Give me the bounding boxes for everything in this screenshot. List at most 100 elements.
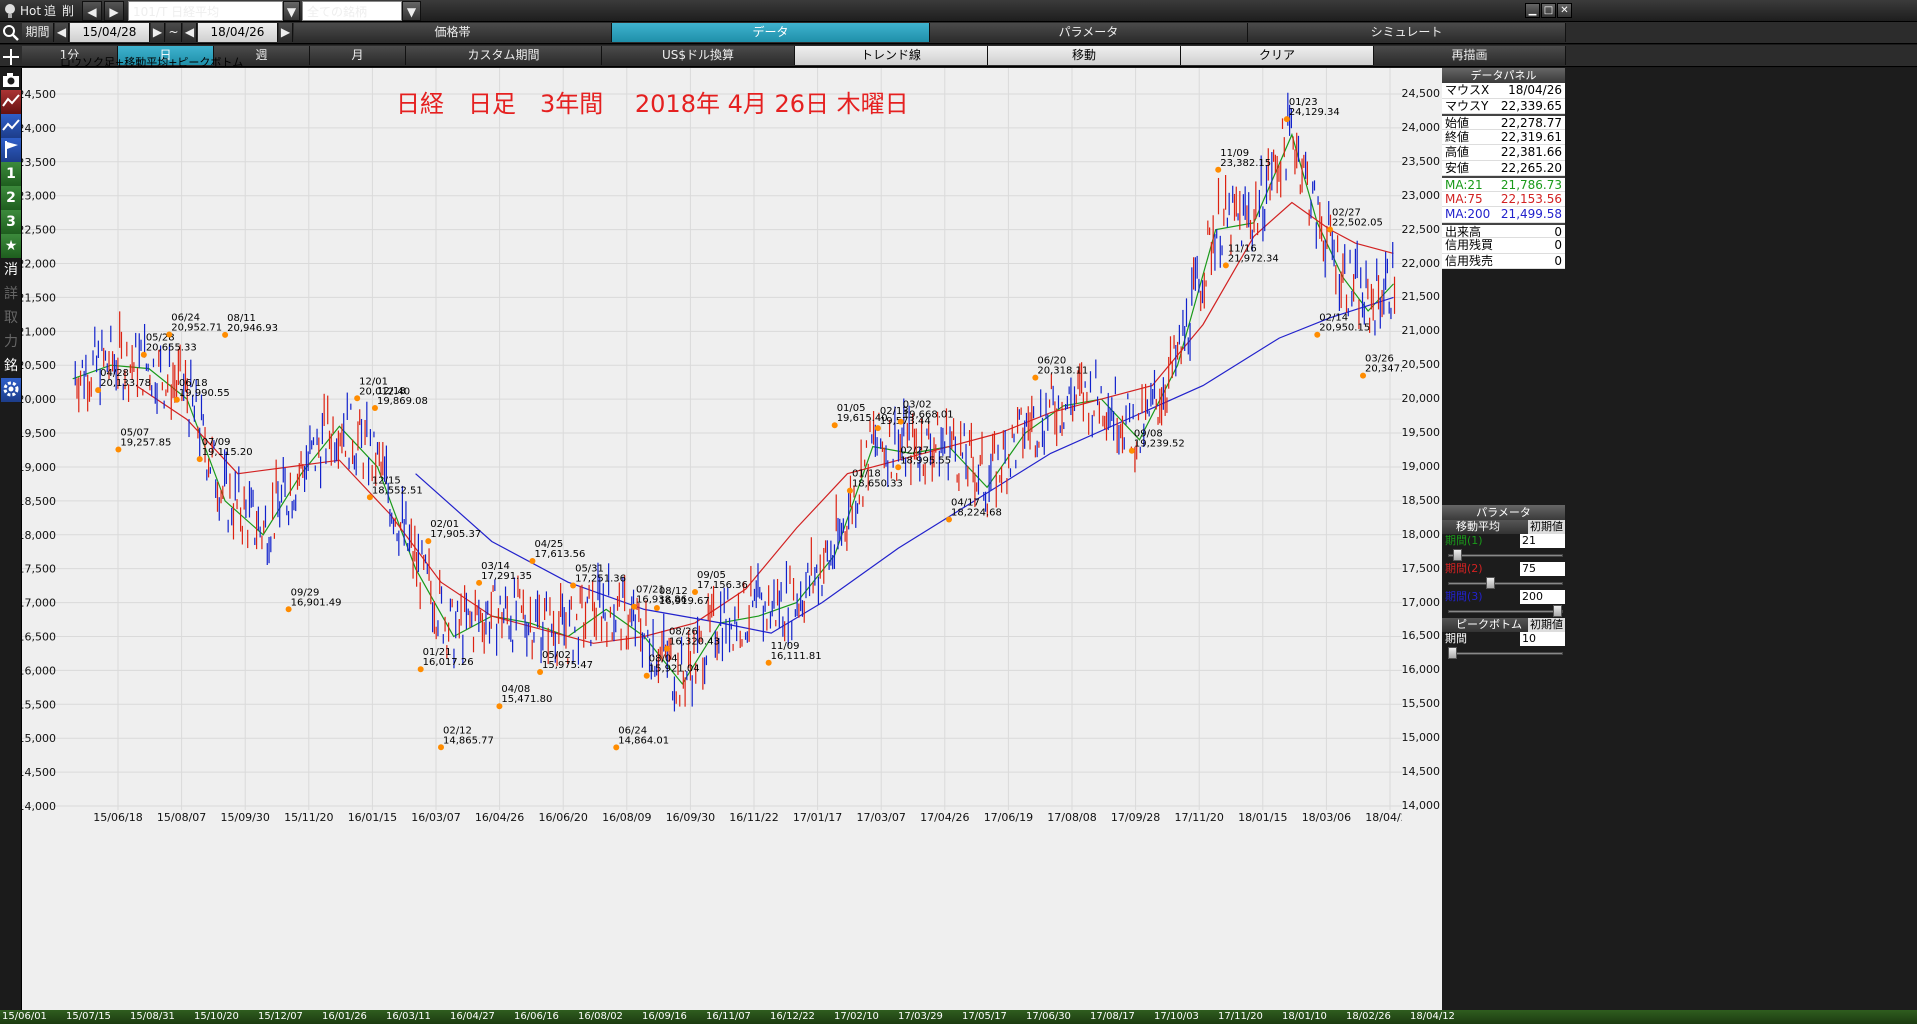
y-tick-label-left: 17,000 [22, 597, 56, 610]
period-start-prev[interactable]: ◀ [55, 23, 69, 42]
remove-button[interactable]: 削 [62, 4, 75, 18]
price-chart[interactable]: 24,500 24,000 23,500 23,000 22,500 22,000 21,5… [22, 68, 1402, 1010]
param-label: 期間(3) [1445, 590, 1483, 603]
toolbar-move[interactable]: 移動 [988, 46, 1181, 65]
param-value-input[interactable]: 75 [1520, 562, 1565, 576]
tab-parameter[interactable]: パラメータ [930, 23, 1248, 42]
toolbar-trendline[interactable]: トレンド線 [795, 46, 988, 65]
toolbar-redraw[interactable]: 再描画 [1374, 46, 1566, 65]
peak-marker [537, 669, 544, 676]
symbol-button[interactable]: 銘 [4, 358, 18, 374]
peak-date: 11/09 [1220, 148, 1249, 159]
next-symbol-button[interactable]: ▶ [104, 1, 124, 21]
param-value-input[interactable]: 200 [1520, 590, 1565, 604]
advance-button[interactable]: 追 [44, 4, 57, 18]
tab-simulate[interactable]: シミュレート [1248, 23, 1566, 42]
tab-price-band[interactable]: 価格帯 [294, 23, 612, 42]
peak-value: 19,869.08 [377, 396, 428, 407]
period-end-next[interactable]: ▶ [279, 23, 293, 42]
toolbar-1min[interactable]: 1分 [22, 46, 118, 65]
slider-thumb[interactable] [1448, 647, 1457, 659]
param-value-input[interactable]: 21 [1520, 534, 1565, 548]
erase-button[interactable]: 消 [4, 262, 18, 278]
right-price-axis: 24,500 24,000 23,500 23,000 22,500 22,000 21,5… [1402, 68, 1442, 1010]
param-slider[interactable] [1442, 604, 1565, 618]
x-tick-label-lower: 16/01/26 [322, 1011, 367, 1022]
ma-period-2: 期間(2) 75 [1442, 562, 1565, 576]
tab-data[interactable]: データ [612, 23, 930, 42]
slider-track [1448, 610, 1563, 613]
camera-icon[interactable] [1, 69, 21, 93]
peak-date: 08/12 [659, 586, 688, 597]
param-value-input[interactable]: 10 [1520, 632, 1565, 646]
toolbar-clear[interactable]: クリア [1181, 46, 1374, 65]
universe-dropdown-icon[interactable]: ▼ [402, 1, 421, 21]
chart-slot-1[interactable]: 1 [1, 162, 21, 186]
period-end-field[interactable]: 18/04/26 [198, 23, 278, 42]
line-chart-icon[interactable] [1, 114, 21, 138]
toolbar-monthly[interactable]: 月 [310, 46, 406, 65]
panel-key: マウスY [1445, 98, 1489, 113]
y-tick-label-left: 20,500 [22, 359, 56, 372]
y-tick-label-left: 18,000 [22, 529, 56, 542]
input-button[interactable]: 力 [4, 334, 18, 350]
toolbar-usd-convert[interactable]: US$ドル換算 [602, 46, 795, 65]
prev-symbol-button[interactable]: ◀ [82, 1, 102, 21]
trade-button[interactable]: 取 [4, 310, 18, 326]
peak-date: 02/27 [900, 445, 929, 456]
toolbar-daily[interactable]: 日 [118, 46, 214, 65]
x-tick-label: 18/04/25 [1365, 811, 1402, 824]
peak-date: 02/27 [1332, 207, 1361, 218]
peak-marker [1360, 372, 1367, 379]
panel-value: 22,339.65 [1500, 98, 1562, 113]
reset-button[interactable]: 初期値 [1528, 520, 1565, 534]
panel-key: 信用残買 [1445, 238, 1494, 252]
slider-thumb[interactable] [1553, 605, 1562, 617]
universe-select[interactable]: 全ての銘柄 [302, 1, 402, 21]
favorite-star-icon[interactable]: ★ [1, 234, 21, 258]
chart-slot-3[interactable]: 3 [1, 210, 21, 234]
maximize-icon[interactable]: □ [1541, 3, 1556, 18]
gear-icon[interactable] [1, 378, 21, 402]
indicator-label: ロウソク足+移動平均+ピークボトム [60, 56, 244, 69]
param-slider[interactable] [1442, 646, 1565, 660]
minimize-icon[interactable]: ▁ [1525, 3, 1540, 18]
period-start-field[interactable]: 15/04/28 [70, 23, 150, 42]
period-end-prev[interactable]: ◀ [183, 23, 197, 42]
toolbar-custom-period[interactable]: カスタム期間 [406, 46, 602, 65]
slider-thumb[interactable] [1453, 549, 1463, 561]
slider-thumb[interactable] [1485, 577, 1495, 589]
chart-area[interactable]: 24,500 24,000 23,500 23,000 22,500 22,000 21,5… [22, 56, 1402, 1010]
panel-ohlc-row: 始値 22,278.77 [1442, 114, 1565, 130]
peak-value: 17,291.35 [481, 571, 532, 582]
data-panel: データパネル マウスX 18/04/26 マウスY 22,339.65 始値 22,278… [1442, 68, 1917, 1010]
reset-button[interactable]: 初期値 [1528, 618, 1565, 632]
panel-value: 0 [1554, 238, 1562, 252]
peak-value: 16,320.43 [669, 637, 720, 648]
peak-value: 22,502.05 [1332, 217, 1383, 228]
x-tick-label: 17/09/28 [1111, 811, 1160, 824]
hot-button[interactable]: Hot [20, 4, 42, 18]
plus-icon[interactable] [1, 46, 21, 70]
peak-date: 01/21 [423, 647, 452, 658]
period-start-next[interactable]: ▶ [151, 23, 165, 42]
x-tick-label-lower: 16/04/27 [450, 1011, 495, 1022]
detail-button[interactable]: 詳 [4, 286, 18, 302]
x-tick-label: 16/11/22 [729, 811, 778, 824]
peak-date: 02/13 [880, 406, 909, 417]
peak-value: 16,111.81 [771, 651, 822, 662]
panel-value: 21,786.73 [1500, 178, 1562, 192]
toolbar-weekly[interactable]: 週 [214, 46, 310, 65]
x-tick-label-lower: 15/10/20 [194, 1011, 239, 1022]
chart-slot-2[interactable]: 2 [1, 186, 21, 210]
symbol-select[interactable]: 101/T 日経平均 [128, 1, 283, 21]
peak-value: 20,950.15 [1319, 323, 1370, 334]
candle-chart-icon[interactable] [1, 90, 21, 114]
param-slider[interactable] [1442, 548, 1565, 562]
bulb-icon[interactable] [2, 1, 18, 21]
close-icon[interactable]: ✕ [1557, 3, 1572, 18]
search-icon[interactable] [1, 22, 21, 46]
param-slider[interactable] [1442, 576, 1565, 590]
symbol-dropdown-icon[interactable]: ▼ [283, 1, 300, 21]
flag-icon[interactable] [1, 138, 21, 162]
